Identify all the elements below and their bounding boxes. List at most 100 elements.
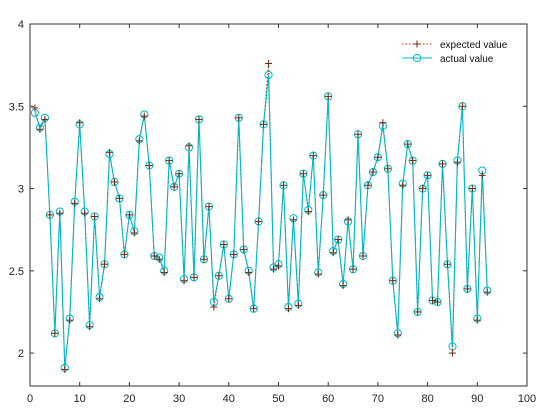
expected-value-point bbox=[314, 270, 322, 278]
actual-value-point bbox=[175, 169, 184, 178]
expected-value-point bbox=[96, 295, 104, 303]
expected-value-point bbox=[205, 203, 213, 211]
actual-value-point bbox=[358, 251, 368, 261]
expected-value-point bbox=[170, 183, 178, 191]
expected-value-point bbox=[404, 140, 412, 148]
expected-value-point bbox=[41, 115, 49, 123]
y-tick-label: 3 bbox=[18, 184, 24, 196]
expected-value-point bbox=[339, 282, 347, 290]
expected-value-point bbox=[46, 211, 54, 219]
expected-value-point bbox=[424, 171, 432, 179]
actual-value-point bbox=[170, 182, 179, 191]
actual-value-point bbox=[334, 235, 343, 244]
expected-value-point bbox=[81, 209, 89, 217]
actual-value-point bbox=[458, 102, 467, 111]
expected-value-point bbox=[448, 349, 456, 357]
x-tick-label: 70 bbox=[372, 393, 384, 405]
expected-value-point bbox=[200, 255, 208, 263]
y-tick-label: 3.5 bbox=[9, 101, 24, 113]
y-tick-label: 2 bbox=[18, 348, 24, 360]
actual-value-point bbox=[194, 115, 204, 124]
actual-value-point bbox=[423, 171, 432, 180]
expected-value-point bbox=[165, 157, 173, 165]
actual-value-point bbox=[115, 194, 124, 203]
expected-value-point bbox=[91, 213, 99, 221]
expected-value-point bbox=[180, 277, 188, 285]
expected-value-point bbox=[120, 250, 128, 258]
x-tick-label: 0 bbox=[27, 393, 33, 405]
actual-value-point bbox=[110, 177, 119, 187]
expected-value-point bbox=[160, 268, 168, 276]
legend-label-expected: expected value bbox=[440, 40, 508, 51]
x-tick-label: 100 bbox=[518, 393, 536, 405]
expected-value-point bbox=[61, 366, 69, 374]
expected-value-point bbox=[434, 298, 442, 306]
expected-value-point bbox=[260, 120, 268, 128]
actual-value-point bbox=[90, 212, 99, 221]
expected-value-point bbox=[275, 262, 282, 270]
actual-value-point bbox=[403, 140, 412, 149]
x-tick-label: 90 bbox=[471, 393, 483, 405]
actual-value-point bbox=[468, 184, 477, 193]
expected-value-point bbox=[374, 153, 382, 161]
expected-value-point bbox=[225, 295, 233, 303]
expected-value-point bbox=[106, 148, 114, 156]
actual-value-point bbox=[438, 159, 447, 168]
actual-value-point bbox=[224, 294, 233, 303]
actual-value-point bbox=[373, 153, 382, 162]
actual-value-point bbox=[408, 156, 417, 165]
expected-value-point bbox=[230, 250, 238, 258]
expected-value-point bbox=[394, 331, 402, 339]
actual-value-point bbox=[309, 151, 318, 160]
actual-value-point bbox=[254, 217, 263, 226]
expected-value-point bbox=[101, 260, 109, 268]
actual-value-point bbox=[433, 297, 442, 307]
expected-value-point bbox=[51, 329, 59, 337]
actual-value-point bbox=[150, 251, 159, 261]
expected-value-point bbox=[384, 165, 392, 173]
expected-value-point bbox=[110, 178, 118, 186]
legend-item-actual: actual value bbox=[402, 53, 494, 65]
actual-value-point bbox=[199, 255, 209, 264]
expected-value-point bbox=[304, 208, 312, 216]
actual-value-point bbox=[165, 156, 174, 165]
actual-value-point bbox=[259, 120, 268, 129]
actual-value-line bbox=[34, 74, 488, 368]
actual-value-point bbox=[428, 296, 437, 305]
expected-value-point bbox=[324, 92, 332, 100]
expected-value-point bbox=[255, 217, 263, 225]
x-tick-label: 80 bbox=[421, 393, 433, 405]
actual-value-point bbox=[264, 70, 273, 80]
expected-value-point bbox=[344, 216, 352, 224]
expected-value-point bbox=[31, 104, 39, 112]
expected-value-point bbox=[414, 308, 422, 316]
expected-value-point bbox=[473, 316, 481, 324]
actual-value-point bbox=[299, 169, 308, 178]
actual-value-point bbox=[125, 210, 134, 219]
expected-value-point bbox=[354, 130, 362, 138]
actual-value-point bbox=[363, 181, 373, 190]
expected-value-point bbox=[66, 316, 74, 324]
expected-value-point bbox=[210, 303, 218, 311]
expected-value-point bbox=[458, 102, 466, 110]
expected-value-point bbox=[289, 216, 297, 224]
expected-value-point bbox=[155, 255, 163, 263]
expected-value-point bbox=[140, 112, 148, 120]
expected-value-point bbox=[235, 114, 243, 122]
expected-value-point bbox=[125, 211, 133, 219]
actual-value-point bbox=[279, 181, 288, 190]
expected-value-point bbox=[86, 323, 94, 331]
expected-value-point bbox=[359, 252, 367, 260]
actual-value-point bbox=[229, 250, 238, 259]
expected-value-point bbox=[419, 185, 427, 193]
actual-value-point bbox=[413, 307, 422, 317]
y-tick-label: 2.5 bbox=[9, 266, 24, 278]
actual-value-point bbox=[189, 273, 199, 282]
expected-value-point bbox=[145, 162, 153, 170]
actual-value-point bbox=[368, 167, 378, 177]
expected-value-point bbox=[429, 296, 437, 304]
expected-value-point bbox=[389, 277, 397, 285]
actual-value-point bbox=[383, 164, 392, 173]
expected-value-point bbox=[215, 272, 223, 280]
expected-value-point bbox=[453, 158, 461, 166]
